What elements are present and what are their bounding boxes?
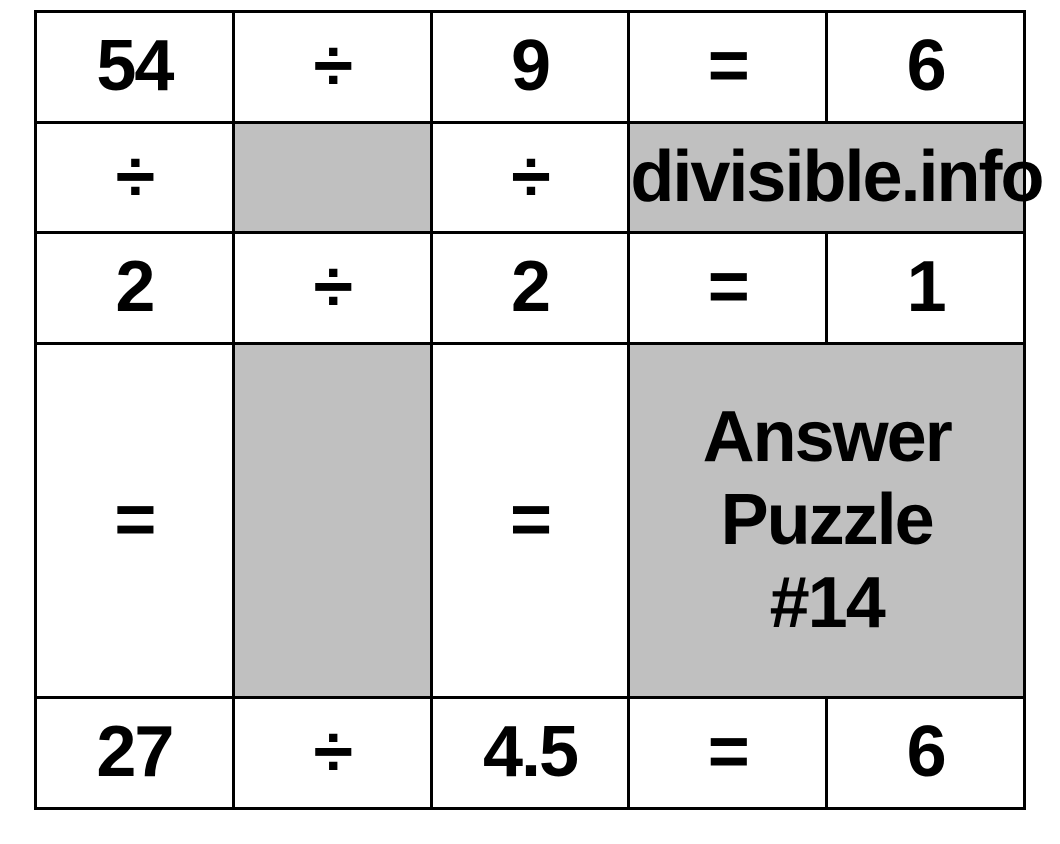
cell-blank <box>233 122 431 233</box>
grid-row: = = Answer Puzzle #14 <box>36 344 1025 698</box>
cell-operator: ÷ <box>431 122 629 233</box>
grid-row: 54 ÷ 9 = 6 <box>36 12 1025 123</box>
grid-row: 2 ÷ 2 = 1 <box>36 233 1025 344</box>
cell-equals: = <box>629 233 827 344</box>
cell-operator: ÷ <box>233 12 431 123</box>
puzzle-number-label: Answer Puzzle #14 <box>629 344 1025 698</box>
cell-equals: = <box>36 344 234 698</box>
cell-blank <box>233 344 431 698</box>
label-line: #14 <box>630 562 1023 645</box>
label-line: Answer Puzzle <box>630 396 1023 562</box>
cell-equals: = <box>431 344 629 698</box>
cell-quotient: 1 <box>827 233 1025 344</box>
cell-operator: ÷ <box>36 122 234 233</box>
cell-quotient: 6 <box>827 12 1025 123</box>
source-label: divisible.info <box>629 122 1025 233</box>
cell-dividend: 2 <box>36 233 234 344</box>
grid-row: ÷ ÷ divisible.info <box>36 122 1025 233</box>
cell-divisor: 4.5 <box>431 698 629 809</box>
cell-operator: ÷ <box>233 698 431 809</box>
cell-quotient: 6 <box>827 698 1025 809</box>
cell-equals: = <box>629 12 827 123</box>
cell-divisor: 2 <box>431 233 629 344</box>
cell-operator: ÷ <box>233 233 431 344</box>
cell-equals: = <box>629 698 827 809</box>
cell-divisor: 9 <box>431 12 629 123</box>
grid-row: 27 ÷ 4.5 = 6 <box>36 698 1025 809</box>
cell-dividend: 27 <box>36 698 234 809</box>
cell-dividend: 54 <box>36 12 234 123</box>
puzzle-grid: 54 ÷ 9 = 6 ÷ ÷ divisible.info 2 ÷ 2 = 1 … <box>34 10 1026 810</box>
puzzle-container: 54 ÷ 9 = 6 ÷ ÷ divisible.info 2 ÷ 2 = 1 … <box>0 0 1060 844</box>
